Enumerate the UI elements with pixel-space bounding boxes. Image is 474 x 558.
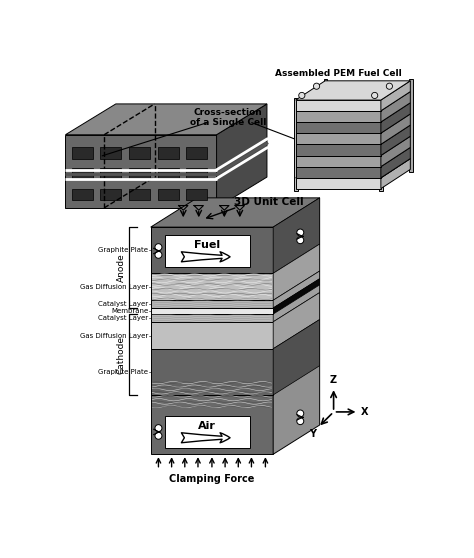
Circle shape (313, 83, 319, 89)
Polygon shape (296, 133, 381, 145)
Polygon shape (381, 114, 410, 145)
Polygon shape (273, 285, 319, 322)
Polygon shape (296, 122, 381, 133)
Bar (324, 79, 328, 172)
Bar (158, 168, 179, 179)
Bar (186, 168, 207, 179)
Bar (100, 147, 121, 158)
Polygon shape (273, 278, 319, 314)
Polygon shape (296, 178, 381, 189)
Circle shape (372, 93, 378, 99)
Polygon shape (151, 314, 273, 322)
Circle shape (155, 432, 162, 439)
Text: Z: Z (330, 375, 337, 385)
Bar (186, 147, 207, 158)
Circle shape (155, 244, 162, 251)
Bar (72, 147, 92, 158)
Circle shape (297, 410, 304, 417)
Text: Graphite Plate: Graphite Plate (99, 247, 148, 253)
Polygon shape (151, 198, 319, 227)
Bar (72, 168, 92, 179)
Polygon shape (296, 156, 381, 167)
Bar (158, 189, 179, 200)
Polygon shape (273, 320, 319, 395)
Polygon shape (296, 145, 381, 156)
Polygon shape (151, 349, 273, 395)
Polygon shape (65, 104, 267, 134)
Polygon shape (296, 167, 381, 178)
Bar (129, 147, 150, 158)
Text: Gas Diffusion Layer: Gas Diffusion Layer (80, 333, 148, 339)
Text: Fuel: Fuel (194, 240, 220, 250)
Circle shape (297, 418, 304, 425)
Text: Catalyst Layer: Catalyst Layer (98, 315, 148, 321)
Polygon shape (381, 136, 410, 167)
Text: Graphite Plate: Graphite Plate (99, 369, 148, 375)
Circle shape (297, 229, 304, 236)
Bar (100, 168, 121, 179)
Circle shape (386, 83, 392, 89)
Polygon shape (151, 227, 273, 454)
Text: Gas Diffusion Layer: Gas Diffusion Layer (80, 284, 148, 290)
Polygon shape (381, 125, 410, 156)
Polygon shape (65, 134, 217, 208)
Text: X: X (361, 407, 368, 417)
Bar (129, 189, 150, 200)
Polygon shape (296, 158, 410, 178)
Polygon shape (296, 111, 381, 122)
Bar (100, 189, 121, 200)
Bar (164, 235, 250, 267)
Text: Cross-section
of a Single Cell: Cross-section of a Single Cell (190, 108, 266, 127)
Text: Y: Y (309, 429, 316, 439)
Polygon shape (151, 308, 273, 314)
Circle shape (297, 237, 304, 244)
Polygon shape (296, 100, 381, 111)
Polygon shape (151, 273, 273, 300)
Polygon shape (151, 227, 273, 273)
Polygon shape (381, 158, 410, 189)
Text: Membrane: Membrane (111, 308, 148, 314)
Text: Air: Air (198, 421, 216, 431)
Circle shape (155, 251, 162, 258)
Bar (158, 147, 179, 158)
Bar (409, 79, 413, 172)
Text: Cathode: Cathode (117, 336, 126, 374)
Polygon shape (151, 308, 273, 314)
Bar (294, 98, 298, 191)
Polygon shape (381, 92, 410, 122)
Polygon shape (273, 198, 319, 273)
Circle shape (299, 93, 305, 99)
Text: Assembled PEM Fuel Cell: Assembled PEM Fuel Cell (275, 69, 401, 78)
Polygon shape (381, 81, 410, 111)
Text: Anode: Anode (117, 253, 126, 282)
Text: Clamping Force: Clamping Force (169, 474, 255, 484)
Polygon shape (273, 292, 319, 349)
Polygon shape (296, 81, 410, 100)
Circle shape (155, 425, 162, 431)
Text: Catalyst Layer: Catalyst Layer (98, 301, 148, 307)
Polygon shape (273, 271, 319, 308)
Bar (186, 189, 207, 200)
Bar (379, 98, 383, 191)
Polygon shape (151, 322, 273, 349)
Polygon shape (273, 198, 319, 454)
Text: 3D Unit Cell: 3D Unit Cell (234, 197, 303, 206)
Polygon shape (381, 147, 410, 178)
Bar (164, 416, 250, 448)
Bar (129, 168, 150, 179)
Polygon shape (151, 300, 273, 308)
Polygon shape (381, 103, 410, 133)
Bar (72, 189, 92, 200)
Polygon shape (273, 244, 319, 300)
Polygon shape (217, 104, 267, 208)
